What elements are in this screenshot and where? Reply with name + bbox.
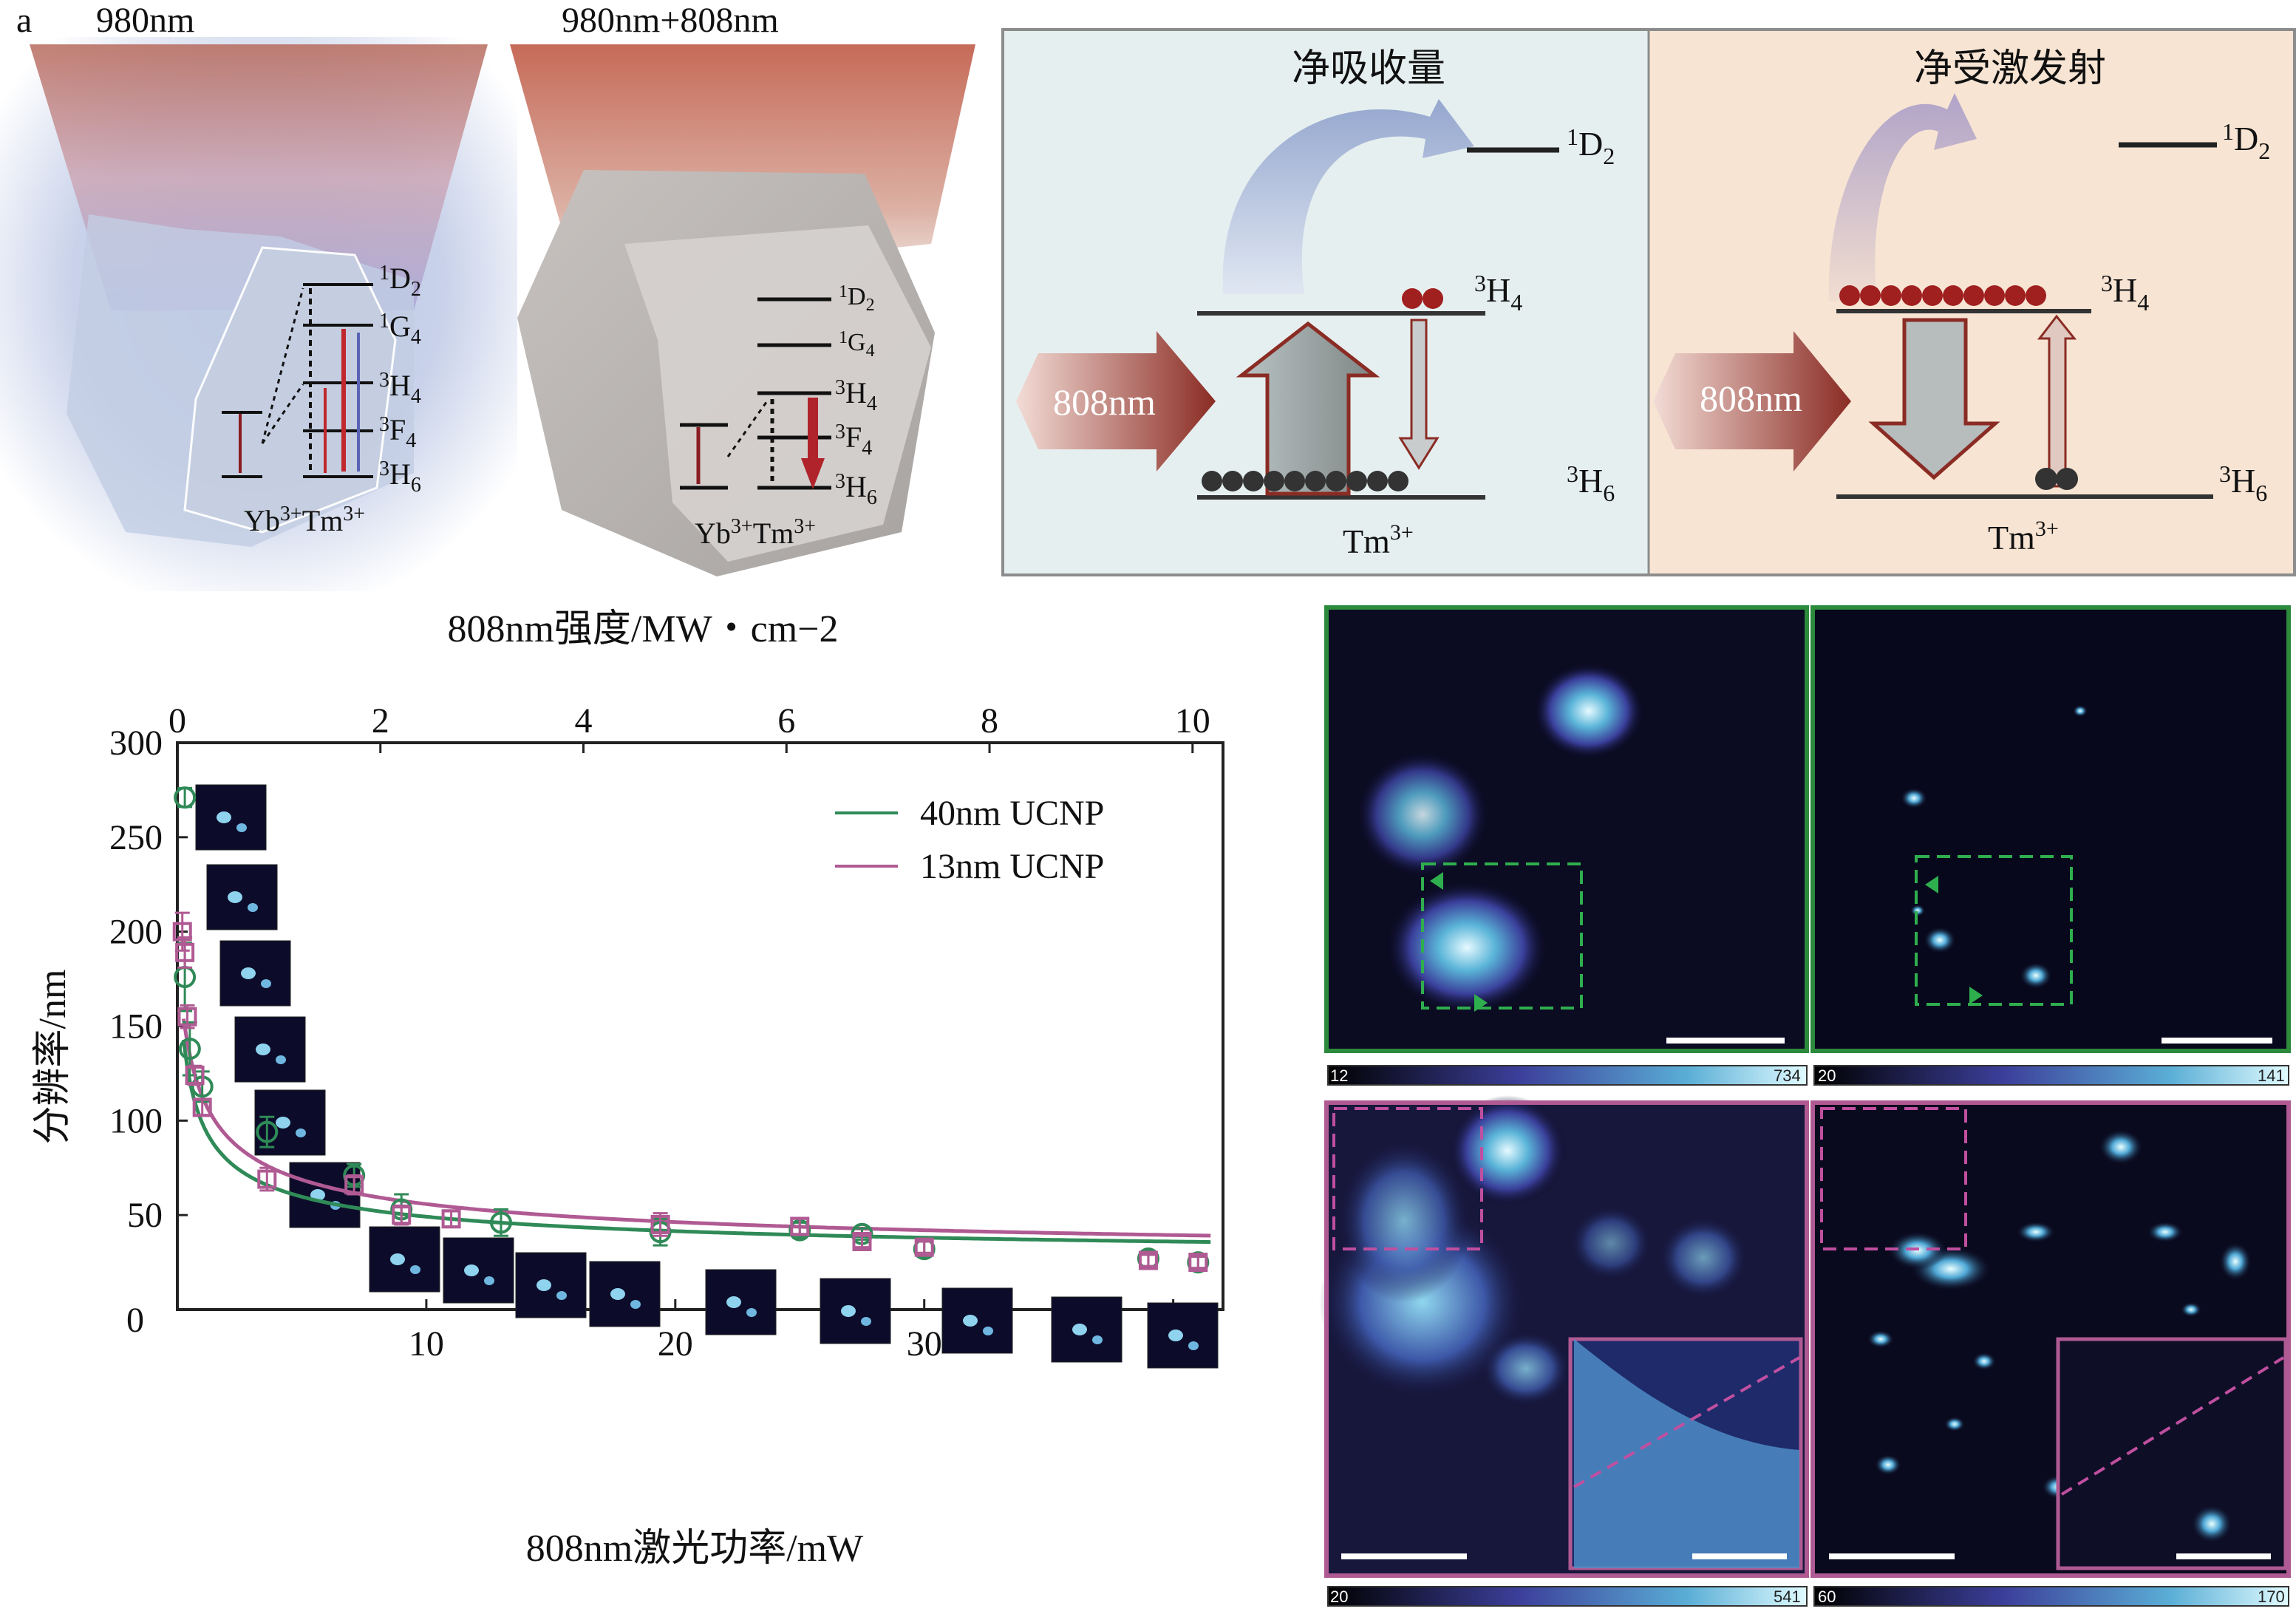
colorbar-1-min: 12 bbox=[1330, 1066, 1349, 1085]
svg-text:Tm3+: Tm3+ bbox=[1988, 517, 2059, 556]
point-13nm bbox=[790, 1216, 810, 1236]
level-diagram-left bbox=[222, 283, 373, 478]
point-13nm bbox=[344, 1174, 364, 1196]
point-13nm bbox=[914, 1237, 934, 1257]
y-axis: 0 50 100 150 200 250 300 bbox=[109, 724, 188, 1340]
svg-text:1G4: 1G4 bbox=[839, 328, 875, 361]
y-tick-label: 250 bbox=[109, 818, 163, 857]
right-beam-title: 980nm+808nm bbox=[562, 1, 779, 40]
inset-thumbnail bbox=[589, 1261, 661, 1327]
colorbar-2-min: 20 bbox=[1818, 1066, 1836, 1085]
svg-text:3H4: 3H4 bbox=[835, 376, 877, 415]
ground-ions-left bbox=[1202, 471, 1408, 491]
laser-label-left: 808nm bbox=[1053, 381, 1156, 423]
colorbar-2-max: 141 bbox=[2258, 1066, 2285, 1085]
y-tick-label: 100 bbox=[109, 1101, 163, 1140]
inset-thumbnail bbox=[1147, 1302, 1219, 1369]
colorbar-3-min: 20 bbox=[1330, 1587, 1349, 1606]
inset-thumbnail bbox=[195, 784, 267, 851]
point-13nm bbox=[441, 1209, 461, 1229]
colorbar-3-max: 541 bbox=[1774, 1587, 1801, 1606]
level-diagram-right bbox=[680, 297, 831, 490]
x-tick-label: 10 bbox=[409, 1324, 444, 1364]
colorbar-4-min: 60 bbox=[1818, 1587, 1836, 1606]
colorbar-4-max: 170 bbox=[2258, 1587, 2285, 1606]
point-40nm bbox=[174, 786, 197, 809]
data-points bbox=[172, 786, 1210, 1274]
energy-diagram: 1D2 3H4 3H6 1D2 3H4 3H6 Tm3+ Tm3+ bbox=[1001, 28, 2296, 576]
net-stimulated-emission-title: 净受激发射 bbox=[1914, 48, 2107, 90]
legend-label-40nm: 40nm UCNP bbox=[920, 794, 1104, 833]
inset-thumbnail bbox=[941, 1287, 1013, 1354]
point-13nm bbox=[257, 1166, 277, 1192]
svg-text:3H6: 3H6 bbox=[1567, 460, 1615, 506]
point-40nm bbox=[256, 1115, 279, 1148]
inset-thumbnail bbox=[515, 1252, 587, 1318]
x-tick-label: 20 bbox=[658, 1324, 693, 1364]
svg-text:1G4: 1G4 bbox=[379, 310, 421, 349]
inset-thumbnail bbox=[443, 1237, 514, 1304]
svg-text:3H6: 3H6 bbox=[2219, 460, 2267, 506]
point-13nm bbox=[392, 1204, 412, 1226]
top-axis: 0 2 4 6 8 10 bbox=[168, 701, 1210, 753]
inset-thumbnail bbox=[820, 1278, 891, 1344]
inset-thumbnail bbox=[206, 864, 278, 930]
left-beam-title: 980nm bbox=[96, 1, 195, 40]
inset-thumbnail bbox=[234, 1016, 306, 1083]
svg-text:1D2: 1D2 bbox=[379, 262, 421, 301]
svg-text:3F4: 3F4 bbox=[379, 413, 416, 452]
top-tick-label: 8 bbox=[981, 701, 998, 741]
laser-label-right: 808nm bbox=[1700, 378, 1802, 419]
panel-a: 1D2 1G4 3H4 3F4 3H6 Yb3+Tm3+ 1D2 1G4 3H4… bbox=[0, 37, 975, 591]
x-tick-label: 30 bbox=[907, 1324, 942, 1364]
y-tick-label: 0 bbox=[126, 1301, 144, 1340]
svg-text:3H6: 3H6 bbox=[835, 470, 877, 509]
image-confocal-13nm bbox=[1319, 1095, 1809, 1578]
point-13nm bbox=[852, 1231, 872, 1251]
top-tick-label: 10 bbox=[1175, 701, 1210, 741]
point-13nm bbox=[192, 1097, 212, 1117]
top-tick-label: 0 bbox=[168, 701, 186, 741]
y-axis-title: 分辨率/nm bbox=[32, 970, 74, 1145]
point-13nm bbox=[185, 1064, 205, 1086]
point-40nm bbox=[489, 1208, 512, 1237]
x-axis-title: 808nm激光功率/mW bbox=[526, 1528, 863, 1570]
top-tick-label: 6 bbox=[777, 701, 795, 741]
svg-text:3H6: 3H6 bbox=[379, 457, 421, 497]
y-tick-label: 200 bbox=[109, 913, 163, 952]
legend: 40nm UCNP 13nm UCNP bbox=[835, 794, 1104, 886]
top-tick-label: 4 bbox=[575, 701, 593, 741]
microscopy-panels bbox=[1319, 605, 2291, 1607]
svg-text:3H4: 3H4 bbox=[2101, 270, 2149, 316]
image-confocal-40nm bbox=[1324, 605, 1809, 1053]
point-13nm bbox=[650, 1212, 670, 1237]
top-tick-label: 2 bbox=[372, 701, 389, 741]
point-13nm bbox=[177, 1004, 197, 1029]
inset-thumbnail bbox=[369, 1226, 440, 1293]
colorbar-1-max: 734 bbox=[1774, 1066, 1801, 1085]
y-tick-label: 150 bbox=[109, 1007, 163, 1046]
inset-thumbnail bbox=[219, 940, 291, 1007]
inset-thumbnail bbox=[1051, 1296, 1123, 1363]
fit-curve bbox=[181, 1039, 1211, 1245]
inset-thumbnail bbox=[705, 1269, 777, 1335]
panel-letter: a bbox=[16, 1, 33, 40]
svg-text:1D2: 1D2 bbox=[839, 282, 875, 315]
svg-text:1D2: 1D2 bbox=[2222, 118, 2270, 164]
svg-text:3F4: 3F4 bbox=[835, 421, 872, 460]
svg-text:3H4: 3H4 bbox=[379, 369, 421, 408]
image-sted-40nm bbox=[1810, 605, 2291, 1053]
y-tick-label: 300 bbox=[109, 724, 163, 763]
image-sted-13nm bbox=[1810, 1100, 2291, 1578]
svg-text:3H4: 3H4 bbox=[1474, 270, 1522, 316]
y-tick-label: 50 bbox=[127, 1196, 163, 1235]
svg-text:1D2: 1D2 bbox=[1567, 123, 1615, 169]
net-absorption-title: 净吸收量 bbox=[1292, 48, 1446, 90]
legend-label-13nm: 13nm UCNP bbox=[920, 847, 1104, 886]
point-13nm bbox=[175, 936, 195, 969]
point-13nm bbox=[1138, 1250, 1158, 1270]
top-axis-title: 808nm强度/MW・cm−2 bbox=[447, 608, 838, 650]
point-13nm bbox=[1188, 1253, 1208, 1273]
